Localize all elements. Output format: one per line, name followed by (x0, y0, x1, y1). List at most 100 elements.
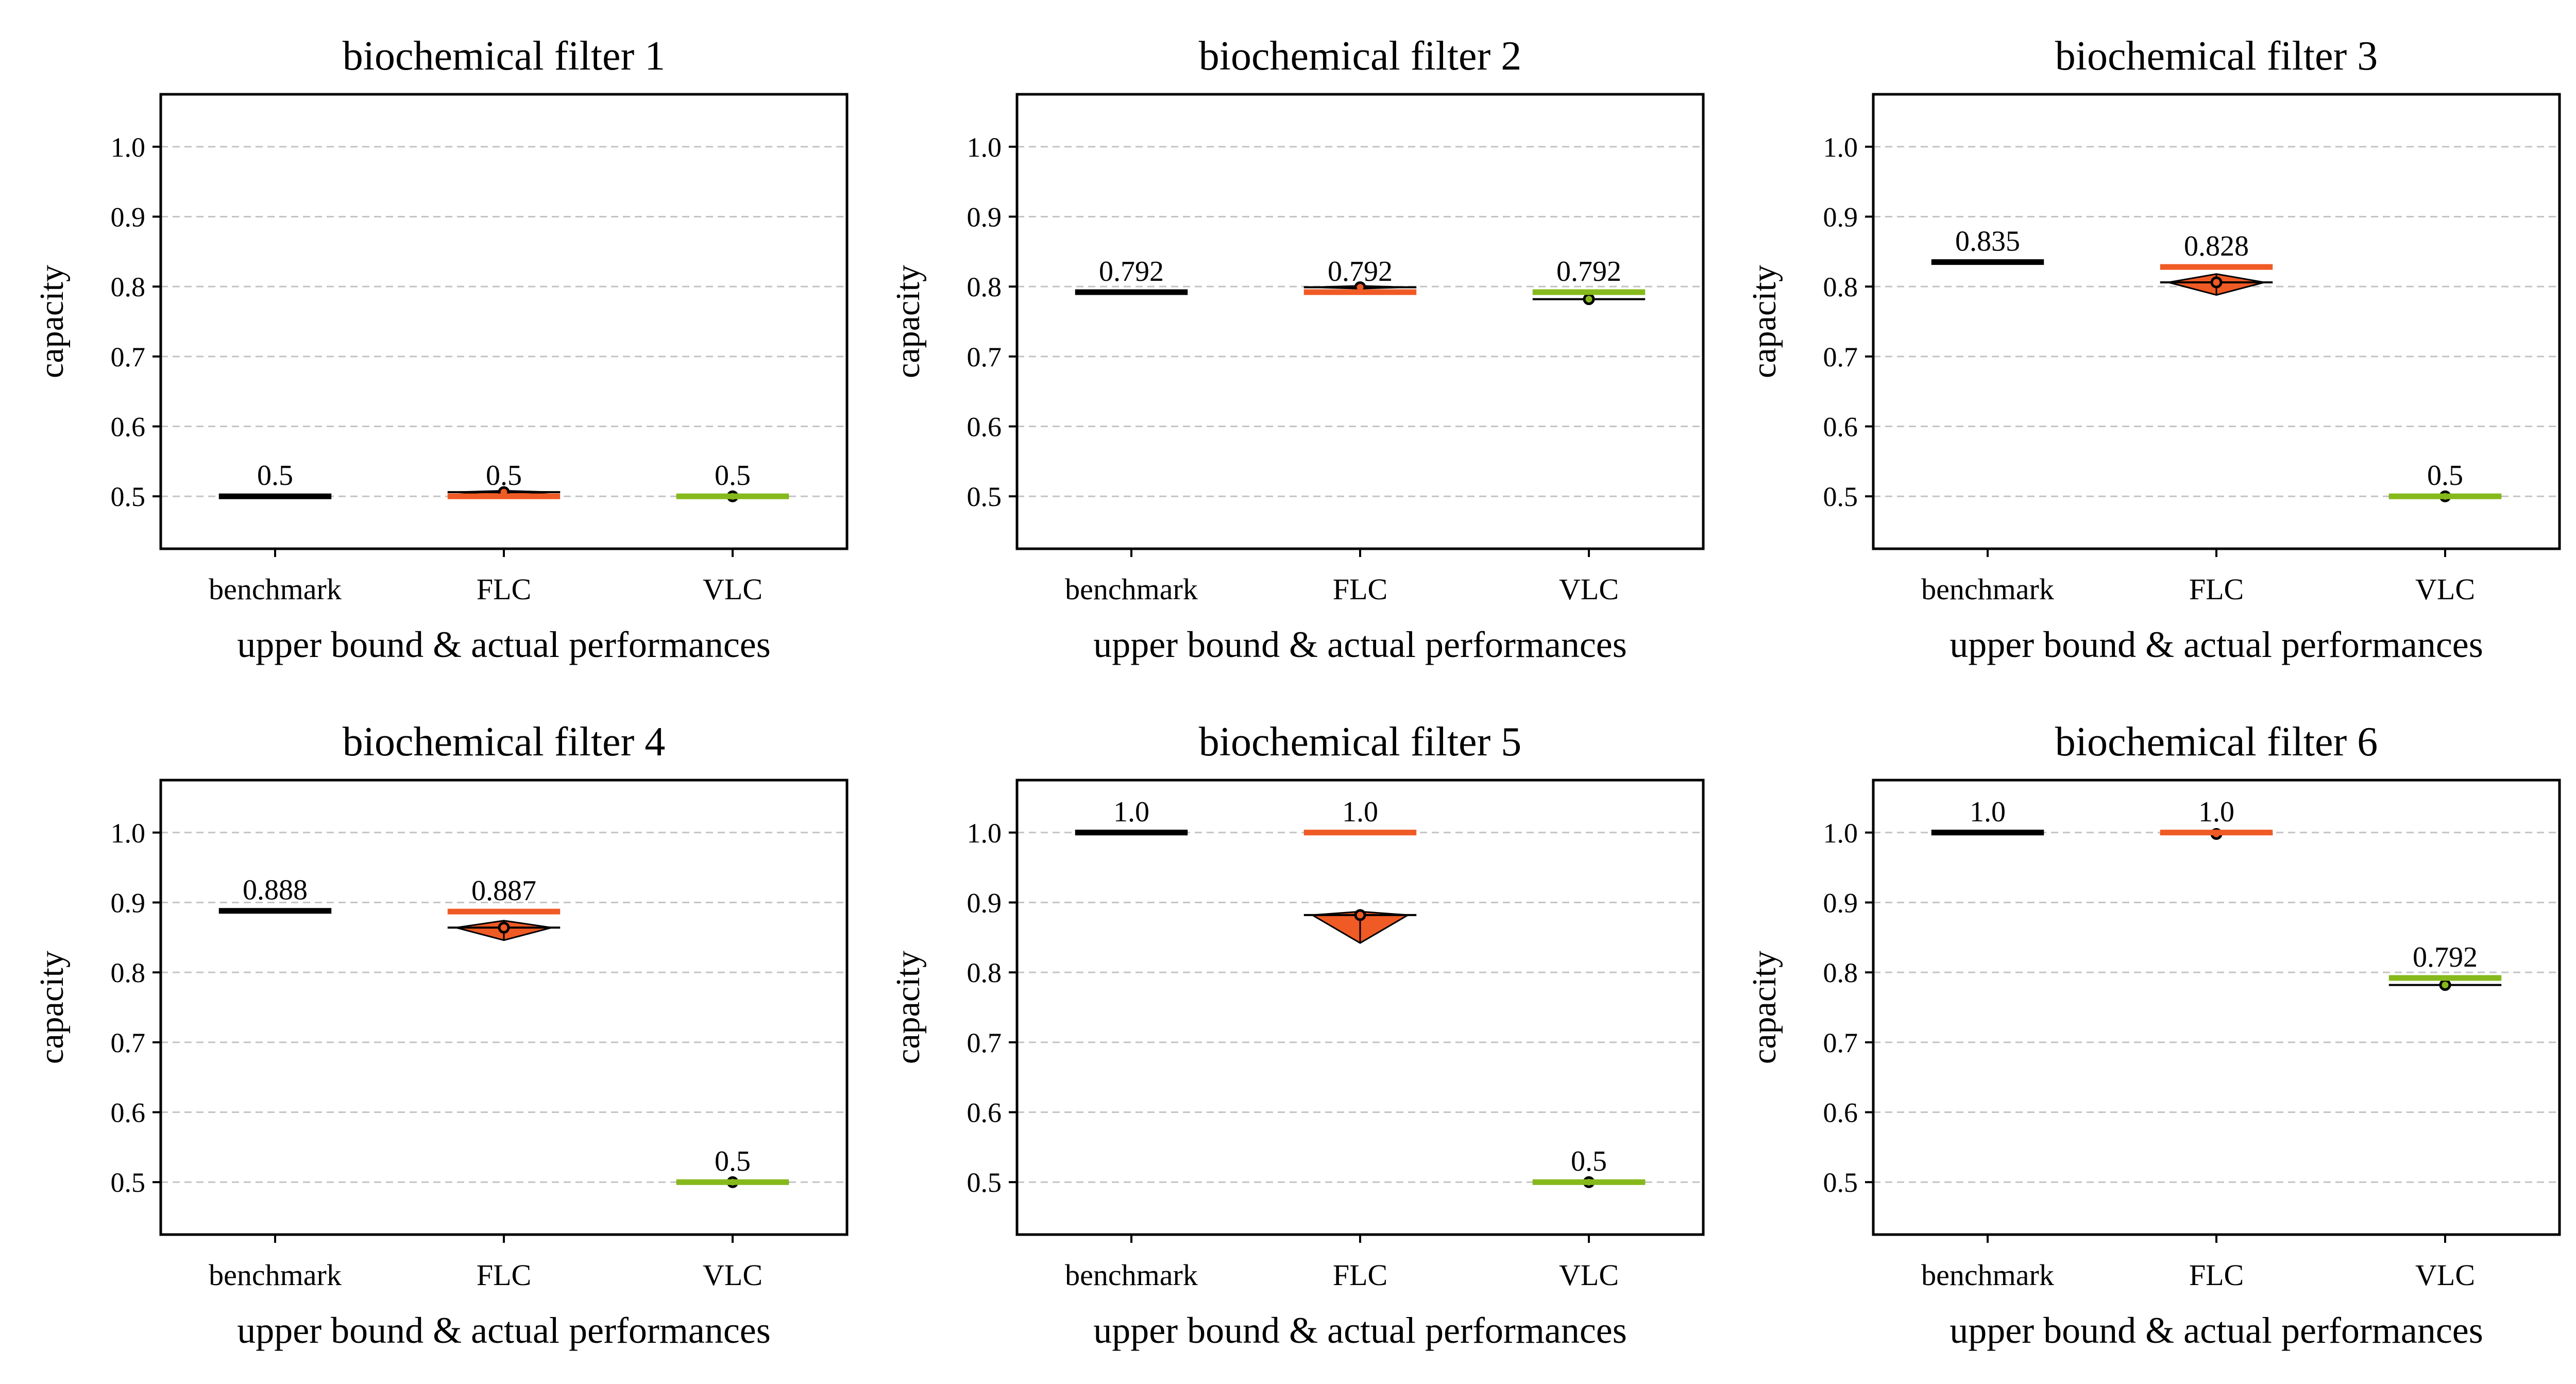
upper-bound-value-label: 1.0 (1113, 796, 1149, 828)
y-tick-label: 0.5 (1823, 1167, 1858, 1198)
upper-bound-value-label: 0.5 (2427, 460, 2463, 492)
y-axis-label: capacity (33, 951, 71, 1064)
x-tick-label: benchmark (209, 572, 342, 606)
x-tick-label: VLC (1559, 572, 1619, 606)
x-axis-label: upper bound & actual performances (1950, 1310, 2483, 1351)
y-tick-label: 0.9 (1823, 887, 1858, 918)
x-tick-label: FLC (2189, 1258, 2244, 1292)
x-tick-label: benchmark (1065, 1258, 1198, 1292)
mean-point (1354, 909, 1366, 921)
y-tick-label: 1.0 (967, 132, 1002, 163)
y-tick-label: 0.5 (967, 1167, 1002, 1198)
y-axis-label: capacity (1745, 951, 1783, 1064)
y-tick-label: 0.7 (111, 342, 146, 373)
upper-bound-value-label: 0.792 (1556, 256, 1621, 288)
mean-point (2439, 979, 2451, 991)
x-tick-label: benchmark (1921, 1258, 2054, 1292)
mean-point (498, 921, 510, 934)
plot-frame (1015, 779, 1705, 1236)
y-tick-label: 0.8 (111, 957, 146, 988)
x-tick-label: benchmark (209, 1258, 342, 1292)
y-tick-label: 0.5 (1823, 481, 1858, 512)
y-tick-label: 0.9 (1823, 201, 1858, 232)
plot-frame (1872, 779, 2561, 1236)
x-tick-label: VLC (703, 1258, 762, 1292)
upper-bound-value-label: 0.888 (243, 874, 308, 906)
y-tick-label: 0.8 (967, 272, 1002, 302)
y-axis-label: capacity (1745, 265, 1783, 378)
x-tick-label: FLC (1333, 1258, 1387, 1292)
upper-bound-value-label: 0.5 (257, 460, 293, 492)
y-tick-label: 0.7 (967, 342, 1002, 373)
upper-bound-value-label: 0.5 (486, 460, 522, 492)
y-tick-label: 0.7 (967, 1027, 1002, 1058)
chart-panel-1: 0.5 0.6 0.7 0.8 0.9 1.0 benchmark FLC VLC 0.5 0.5 0… (33, 33, 849, 665)
upper-bound-value-label: 0.5 (1571, 1145, 1607, 1177)
upper-bound-value-label: 0.828 (2184, 230, 2249, 262)
y-tick-label: 0.5 (111, 481, 146, 512)
y-tick-label: 1.0 (111, 818, 146, 849)
x-tick-label: FLC (2189, 572, 2244, 606)
mean-point (2210, 276, 2223, 289)
y-axis-label: capacity (889, 265, 927, 378)
y-tick-label: 0.6 (1823, 1098, 1858, 1128)
x-tick-label: FLC (477, 1258, 531, 1292)
x-axis-label: upper bound & actual performances (1093, 624, 1627, 665)
x-axis-label: upper bound & actual performances (1093, 1310, 1627, 1351)
x-tick-label: VLC (1559, 1258, 1619, 1292)
y-tick-label: 0.7 (1823, 342, 1858, 373)
upper-bound-value-label: 0.792 (2413, 941, 2478, 973)
x-tick-label: benchmark (1921, 572, 2054, 606)
chart-panel-3: 0.5 0.6 0.7 0.8 0.9 1.0 benchmark FLC VLC 0.835 0.… (1745, 33, 2561, 665)
y-tick-label: 0.6 (967, 412, 1002, 443)
y-tick-label: 0.7 (111, 1027, 146, 1058)
x-tick-label: VLC (2415, 1258, 2475, 1292)
y-tick-label: 0.9 (111, 201, 146, 232)
upper-bound-value-label: 0.5 (715, 460, 751, 492)
chart-title: biochemical filter 6 (2055, 719, 2378, 765)
y-tick-label: 1.0 (967, 818, 1002, 849)
upper-bound-value-label: 1.0 (1970, 796, 2006, 828)
x-tick-label: FLC (1333, 572, 1387, 606)
chart-panel-6: 0.5 0.6 0.7 0.8 0.9 1.0 benchmark FLC VLC 1.0 1.0 0… (1745, 719, 2561, 1351)
upper-bound-value-label: 0.887 (471, 875, 536, 907)
y-tick-label: 0.6 (111, 1098, 146, 1128)
x-tick-label: VLC (703, 572, 762, 606)
y-tick-label: 1.0 (1823, 818, 1858, 849)
x-tick-label: FLC (477, 572, 531, 606)
chart-title: biochemical filter 5 (1199, 719, 1521, 765)
y-tick-label: 0.8 (1823, 957, 1858, 988)
chart-panel-4: 0.5 0.6 0.7 0.8 0.9 1.0 benchmark FLC VLC 0.888 0.… (33, 719, 849, 1351)
y-tick-label: 0.9 (111, 887, 146, 918)
y-tick-label: 0.9 (967, 887, 1002, 918)
y-tick-label: 0.8 (1823, 272, 1858, 302)
x-axis-label: upper bound & actual performances (237, 624, 771, 665)
x-tick-label: benchmark (1065, 572, 1198, 606)
y-axis-label: capacity (33, 265, 71, 378)
y-tick-label: 0.5 (967, 481, 1002, 512)
y-tick-label: 1.0 (1823, 132, 1858, 163)
mean-point (1583, 293, 1595, 306)
y-tick-label: 0.8 (111, 272, 146, 302)
chart-title: biochemical filter 1 (343, 33, 665, 79)
y-tick-label: 1.0 (111, 132, 146, 163)
upper-bound-value-label: 0.5 (715, 1145, 751, 1177)
upper-bound-value-label: 1.0 (2198, 796, 2234, 828)
x-axis-label: upper bound & actual performances (237, 1310, 771, 1351)
y-tick-label: 0.6 (111, 412, 146, 443)
chart-panel-5: 0.5 0.6 0.7 0.8 0.9 1.0 benchmark FLC VLC 1.0 1.0 0… (889, 719, 1705, 1351)
chart-title: biochemical filter 2 (1199, 33, 1521, 79)
upper-bound-value-label: 0.792 (1099, 256, 1164, 288)
x-tick-label: VLC (2415, 572, 2475, 606)
chart-title: biochemical filter 4 (343, 719, 665, 765)
plot-frame (1015, 93, 1705, 550)
y-tick-label: 0.8 (967, 957, 1002, 988)
y-axis-label: capacity (889, 951, 927, 1064)
y-tick-label: 0.9 (967, 201, 1002, 232)
plot-frame (159, 93, 849, 550)
y-tick-label: 0.6 (1823, 412, 1858, 443)
y-tick-label: 0.5 (111, 1167, 146, 1198)
y-tick-label: 0.7 (1823, 1027, 1858, 1058)
x-axis-label: upper bound & actual performances (1950, 624, 2483, 665)
